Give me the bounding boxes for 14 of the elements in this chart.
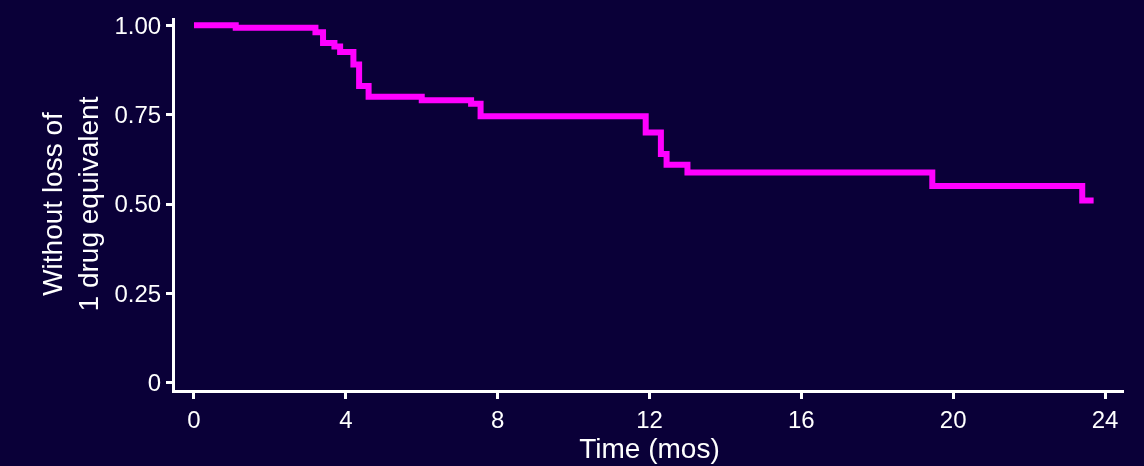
x-tick-label: 20 xyxy=(939,405,967,433)
x-axis-title: Time (mos) xyxy=(579,432,720,464)
x-tick-label: 12 xyxy=(636,405,663,433)
y-tick-label: 0.25 xyxy=(114,279,162,307)
y-tick-label: 0.50 xyxy=(114,190,162,218)
y-tick-label: 0 xyxy=(147,369,162,397)
x-tick-label: 4 xyxy=(339,405,353,433)
y-tick-label: 1.00 xyxy=(114,11,162,39)
x-tick-label: 8 xyxy=(490,405,505,433)
x-tick-label: 16 xyxy=(787,405,815,433)
y-tick-label: 0.75 xyxy=(114,100,162,128)
y-axis-title: Without loss of 1 drug equivalent xyxy=(36,96,105,312)
x-tick-label: 0 xyxy=(187,405,201,433)
x-tick-label: 24 xyxy=(1091,405,1119,433)
